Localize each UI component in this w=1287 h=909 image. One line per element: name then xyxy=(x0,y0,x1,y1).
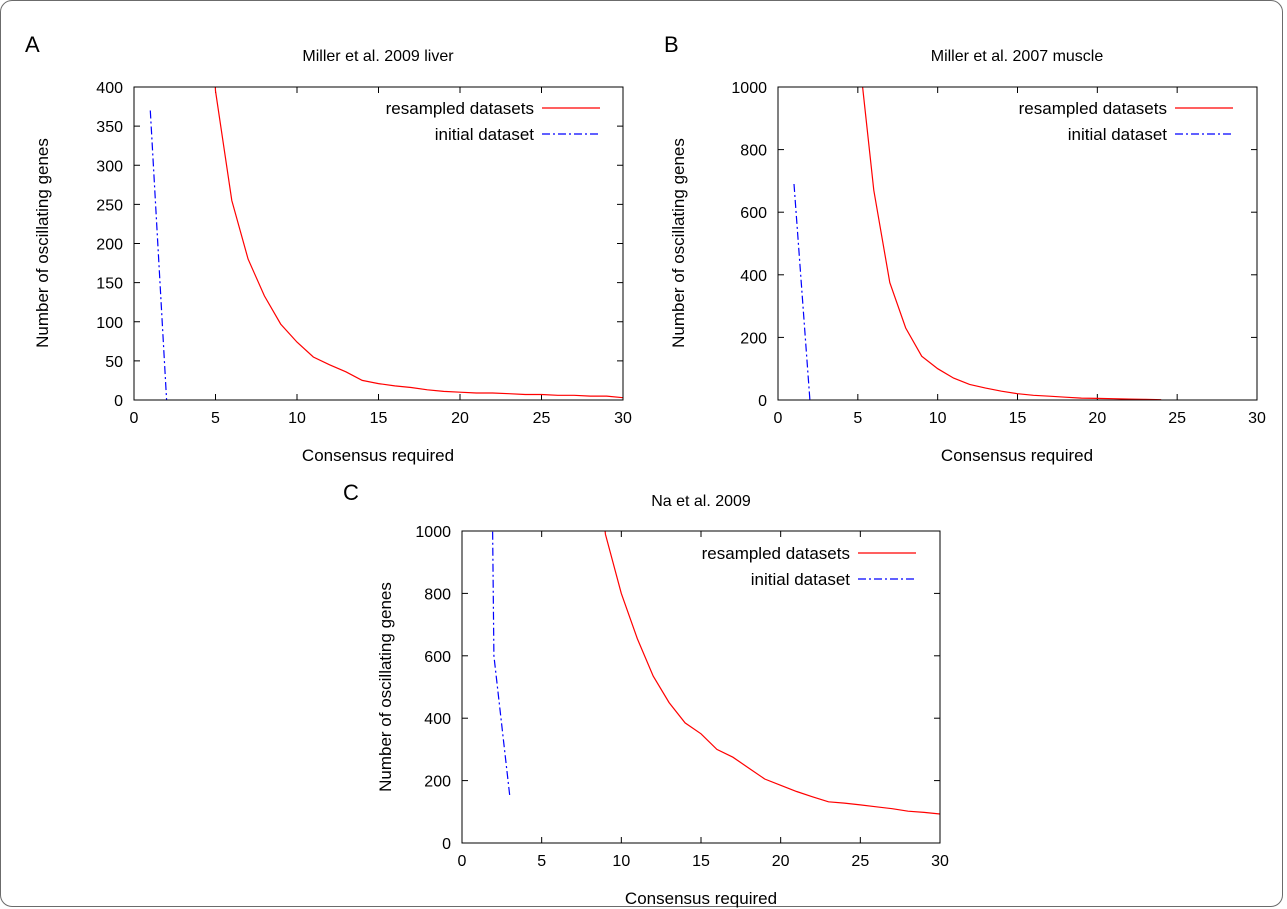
plot-area xyxy=(461,530,941,844)
y-tick-label: 0 xyxy=(442,836,451,853)
y-tick-label: 400 xyxy=(424,711,451,728)
legend-label: resampled datasets xyxy=(386,99,534,118)
y-tick-label: 50 xyxy=(105,354,123,371)
x-tick-label: 15 xyxy=(370,410,388,427)
y-axis-label: Number of oscillating genes xyxy=(376,582,395,792)
x-tick-label: 20 xyxy=(1088,410,1106,427)
x-tick-label: 5 xyxy=(537,853,546,870)
x-tick-label: 15 xyxy=(692,853,710,870)
legend-label: initial dataset xyxy=(751,570,851,589)
legend-label: resampled datasets xyxy=(702,544,850,563)
y-axis-label: Number of oscillating genes xyxy=(669,138,688,348)
series-line-resampled xyxy=(214,87,623,399)
y-tick-label: 600 xyxy=(424,649,451,666)
y-tick-label: 400 xyxy=(740,268,767,285)
x-tick-label: 25 xyxy=(1168,410,1186,427)
y-tick-label: 1000 xyxy=(415,524,451,541)
axis-ticks: 0 5 10 15 20 25 30 0 200 400 600 800 1000 xyxy=(731,80,1266,427)
series-line-initial xyxy=(492,531,511,797)
x-tick-label: 25 xyxy=(533,410,551,427)
y-tick-label: 400 xyxy=(96,80,123,97)
series-lines xyxy=(492,531,940,815)
plot-area xyxy=(133,86,624,401)
x-axis-label: Consensus required xyxy=(625,889,777,908)
x-tick-label: 25 xyxy=(851,853,869,870)
y-tick-label: 250 xyxy=(96,197,123,214)
x-tick-label: 20 xyxy=(772,853,790,870)
y-tick-label: 200 xyxy=(740,330,767,347)
y-tick-label: 100 xyxy=(96,315,123,332)
chart-panel-c: C Na et al. 2009 Consensus required Numb… xyxy=(343,480,949,908)
y-tick-label: 800 xyxy=(424,586,451,603)
x-tick-label: 5 xyxy=(211,410,220,427)
x-tick-label: 0 xyxy=(458,853,467,870)
legend-label: resampled datasets xyxy=(1019,99,1167,118)
y-axis-label: Number of oscillating genes xyxy=(33,138,52,348)
chart-panel-b: B Miller et al. 2007 muscle Consensus re… xyxy=(664,32,1266,465)
x-axis-label: Consensus required xyxy=(941,446,1093,465)
x-tick-label: 10 xyxy=(929,410,947,427)
x-tick-label: 30 xyxy=(614,410,632,427)
x-axis-label: Consensus required xyxy=(302,446,454,465)
series-line-initial xyxy=(149,110,168,400)
legend: resampled datasets initial dataset xyxy=(386,99,600,144)
series-line-resampled xyxy=(604,531,940,815)
x-tick-label: 30 xyxy=(931,853,949,870)
x-tick-label: 20 xyxy=(451,410,469,427)
x-tick-label: 30 xyxy=(1248,410,1266,427)
chart-title: Na et al. 2009 xyxy=(651,493,751,510)
legend-label: initial dataset xyxy=(435,125,535,144)
legend: resampled datasets initial dataset xyxy=(702,544,916,589)
x-tick-label: 10 xyxy=(612,853,630,870)
panel-letter-c: C xyxy=(343,480,359,505)
y-tick-label: 1000 xyxy=(731,80,767,97)
x-tick-label: 15 xyxy=(1009,410,1027,427)
axis-ticks: 0 5 10 15 20 25 30 0 200 400 600 800 1000 xyxy=(415,524,949,870)
y-tick-label: 300 xyxy=(96,158,123,175)
series-lines xyxy=(149,87,623,400)
x-tick-label: 0 xyxy=(774,410,783,427)
y-tick-label: 600 xyxy=(740,205,767,222)
y-tick-label: 800 xyxy=(740,143,767,160)
series-line-initial xyxy=(793,183,811,400)
y-tick-label: 150 xyxy=(96,276,123,293)
legend: resampled datasets initial dataset xyxy=(1019,99,1233,144)
series-line-resampled xyxy=(862,87,1162,400)
plot-area xyxy=(777,86,1258,401)
chart-title: Miller et al. 2007 muscle xyxy=(931,48,1104,65)
y-tick-label: 0 xyxy=(114,393,123,410)
chart-panel-a: A Miller et al. 2009 liver Consensus req… xyxy=(25,32,632,465)
panel-letter-b: B xyxy=(664,32,679,57)
legend-label: initial dataset xyxy=(1068,125,1168,144)
y-tick-label: 200 xyxy=(424,774,451,791)
x-tick-label: 5 xyxy=(853,410,862,427)
x-tick-label: 10 xyxy=(288,410,306,427)
panel-letter-a: A xyxy=(25,32,40,57)
series-lines xyxy=(793,87,1162,400)
y-tick-label: 350 xyxy=(96,119,123,136)
x-tick-label: 0 xyxy=(130,410,139,427)
y-tick-label: 0 xyxy=(758,393,767,410)
chart-title: Miller et al. 2009 liver xyxy=(302,48,454,65)
y-tick-label: 200 xyxy=(96,237,123,254)
